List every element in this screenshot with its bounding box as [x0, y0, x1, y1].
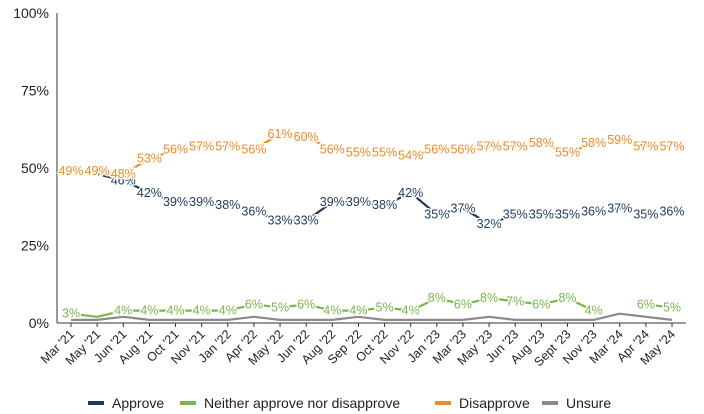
data-label: 55%: [372, 146, 397, 160]
data-label: 57%: [477, 139, 502, 153]
data-label: 49%: [85, 164, 110, 178]
data-label: 4%: [193, 304, 211, 318]
series-lines: [70, 132, 673, 321]
data-label: 56%: [320, 142, 345, 156]
data-label: 42%: [137, 186, 162, 200]
data-label: 35%: [424, 208, 449, 222]
data-label: 4%: [114, 304, 132, 318]
legend-label: Disapprove: [459, 395, 530, 411]
y-tick-label: 100%: [13, 5, 49, 21]
data-label: 54%: [398, 149, 423, 163]
legend-label: Neither approve nor disapprove: [204, 395, 400, 411]
data-label: 39%: [346, 195, 371, 209]
data-label: 5%: [663, 301, 681, 315]
data-label: 3%: [62, 307, 80, 321]
data-label: 7%: [506, 294, 524, 308]
data-label: 60%: [294, 130, 319, 144]
data-label: 46%: [111, 173, 136, 187]
data-label: 4%: [219, 304, 237, 318]
data-label: 4%: [140, 304, 158, 318]
data-label: 6%: [532, 297, 550, 311]
series-line-unsure: [71, 312, 673, 321]
data-label: 35%: [503, 208, 528, 222]
data-label: 57%: [633, 139, 658, 153]
data-label: 4%: [402, 304, 420, 318]
data-label: 58%: [581, 136, 606, 150]
data-label: 53%: [137, 152, 162, 166]
data-label: 59%: [607, 133, 632, 147]
data-label: 35%: [633, 208, 658, 222]
data-label: 57%: [659, 139, 684, 153]
data-label: 39%: [189, 195, 214, 209]
data-label: 33%: [268, 214, 293, 228]
y-tick-label: 0%: [29, 315, 49, 331]
data-label: 56%: [241, 142, 266, 156]
series-line-disapprove: [71, 132, 672, 176]
data-label: 39%: [163, 195, 188, 209]
data-label: 6%: [637, 297, 655, 311]
data-label: 8%: [480, 291, 498, 305]
data-label: 57%: [503, 139, 528, 153]
data-label: 55%: [555, 146, 580, 160]
data-label: 58%: [529, 136, 554, 150]
data-label: 4%: [585, 304, 603, 318]
data-label: 8%: [428, 291, 446, 305]
data-label: 61%: [268, 127, 293, 141]
series-line-approve: [70, 170, 673, 225]
data-label: 6%: [297, 297, 315, 311]
data-label: 36%: [241, 204, 266, 218]
data-label: 49%: [58, 164, 83, 178]
data-label: 4%: [349, 304, 367, 318]
axes: [56, 13, 686, 324]
data-label: 57%: [189, 139, 214, 153]
data-label: 56%: [450, 142, 475, 156]
data-label: 36%: [581, 204, 606, 218]
y-tick-label: 25%: [21, 238, 49, 254]
data-label: 38%: [215, 198, 240, 212]
data-label: 56%: [163, 142, 188, 156]
data-label: 37%: [607, 201, 632, 215]
series-line-neither-approve-nor-disapprove: [70, 297, 673, 318]
data-label: 56%: [424, 142, 449, 156]
data-label: 36%: [659, 204, 684, 218]
y-axis-ticks: 0% 25% 50% 75% 100%: [13, 5, 49, 331]
data-labels: 46%42%39% 39% 38% 36%33% 33%39% 39% 38%42%35% 3…: [57, 125, 686, 322]
data-label: 5%: [376, 301, 394, 315]
data-label: 35%: [529, 208, 554, 222]
y-tick-label: 75%: [21, 83, 49, 99]
data-label: 6%: [245, 297, 263, 311]
legend-label: Unsure: [566, 395, 611, 411]
data-label: 48%: [111, 167, 136, 181]
data-label: 35%: [555, 208, 580, 222]
data-label: 4%: [166, 304, 184, 318]
data-label: 55%: [346, 146, 371, 160]
data-label: 38%: [372, 198, 397, 212]
legend: Approve Neither approve nor disapprove Dis…: [88, 395, 611, 411]
data-label: 37%: [450, 201, 475, 215]
data-label: 57%: [215, 139, 240, 153]
data-label: 5%: [271, 301, 289, 315]
data-label: 32%: [477, 217, 502, 231]
data-label: 6%: [454, 297, 472, 311]
legend-label: Approve: [112, 395, 164, 411]
y-tick-label: 50%: [21, 160, 49, 176]
data-label: 33%: [294, 214, 319, 228]
data-label: 4%: [323, 304, 341, 318]
data-label: 8%: [558, 291, 576, 305]
data-label: 42%: [398, 186, 423, 200]
data-label: 39%: [320, 195, 345, 209]
